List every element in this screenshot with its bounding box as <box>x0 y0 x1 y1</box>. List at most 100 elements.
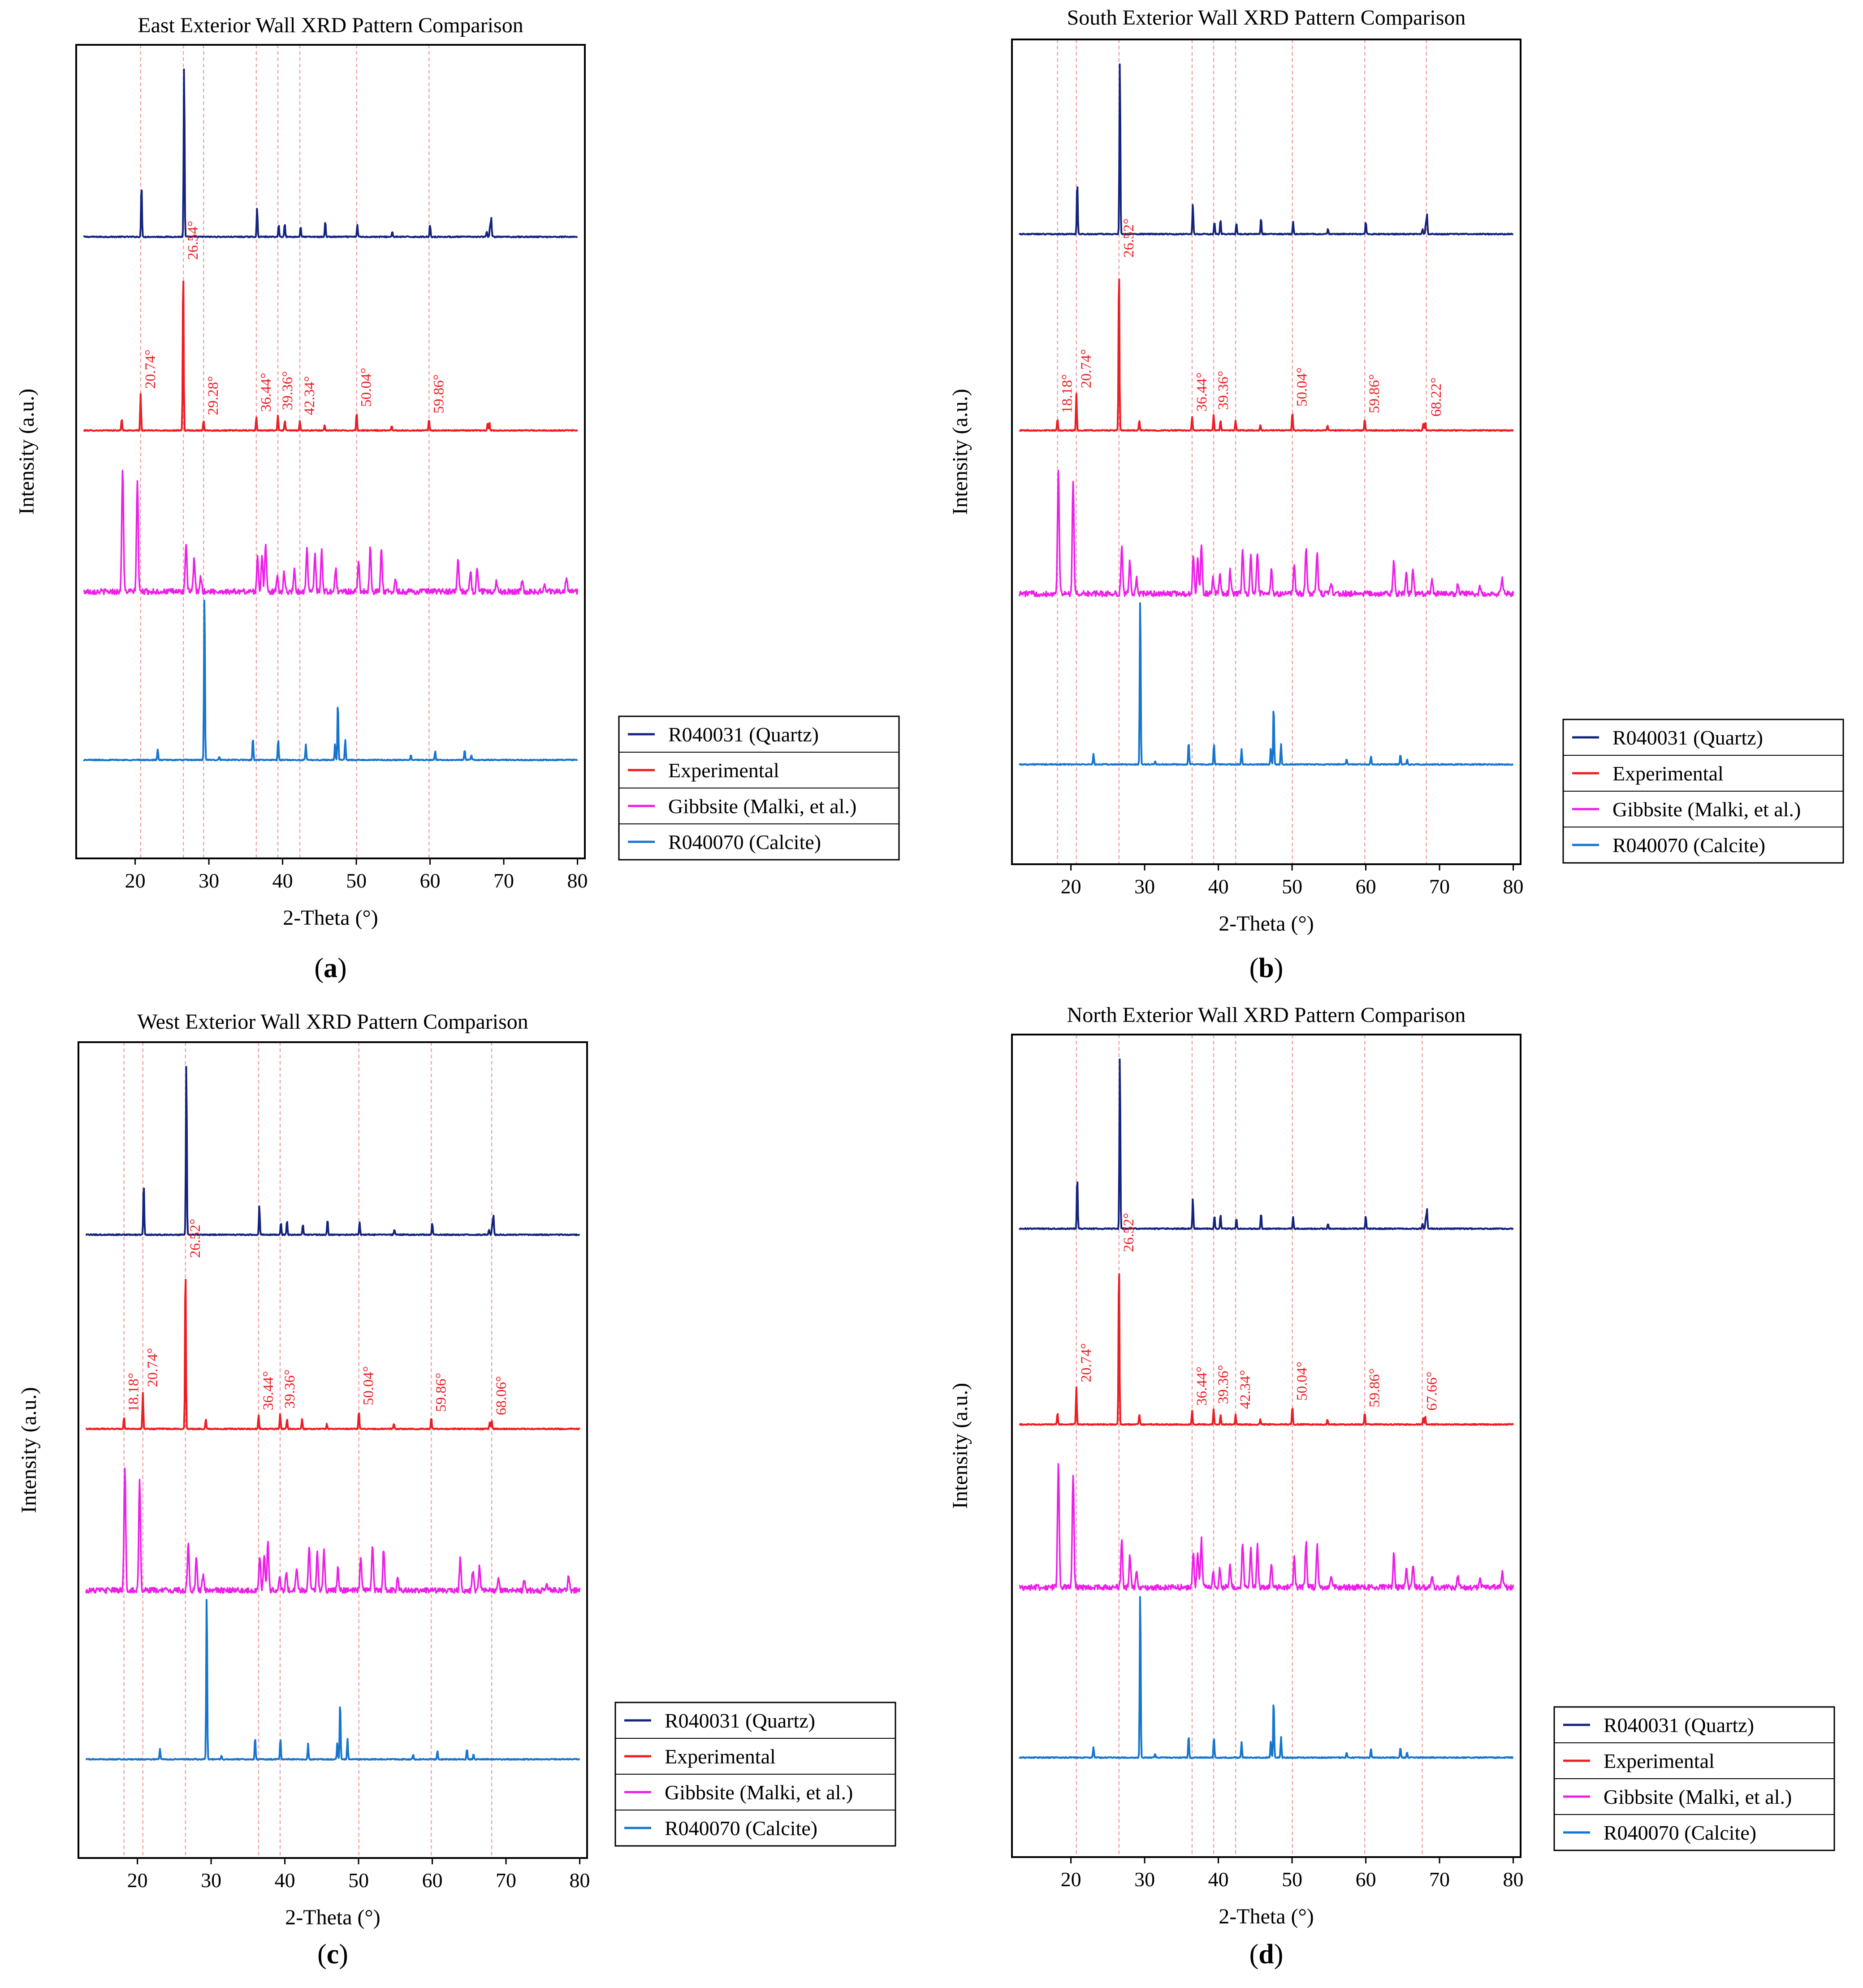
y-axis-label: Intensity (a.u.) <box>17 1387 41 1513</box>
peak-label: 39.36° <box>282 1369 298 1408</box>
x-axis-label: 2-Theta (°) <box>285 1906 380 1929</box>
peak-label: 18.18° <box>126 1373 142 1412</box>
peak-label: 67.66° <box>1424 1372 1440 1411</box>
plot-frame <box>1011 1034 1522 1858</box>
peak-label: 26.52° <box>187 1219 203 1258</box>
legend-label: Experimental <box>668 759 779 782</box>
peak-label: 50.04° <box>359 368 375 407</box>
series-line-gibbsite <box>85 1467 581 1594</box>
peak-label: 59.86° <box>433 1373 449 1412</box>
x-tick-label: 50 <box>348 1869 369 1892</box>
x-tick-label: 50 <box>1282 875 1302 898</box>
x-tick-label: 20 <box>125 869 146 892</box>
chart-title: West Exterior Wall XRD Pattern Compariso… <box>137 1010 528 1034</box>
x-axis-label: 2-Theta (°) <box>1219 912 1314 936</box>
x-tick-label: 20 <box>1061 875 1081 898</box>
y-axis-label: Intensity (a.u.) <box>948 1383 972 1509</box>
legend-label: R040031 (Quartz) <box>1612 726 1763 749</box>
peak-label: 59.86° <box>1366 374 1383 413</box>
chart-panel-3: West Exterior Wall XRD Pattern Compariso… <box>17 1010 896 1970</box>
panel-caption: (a) <box>314 953 346 983</box>
peak-label: 68.06° <box>493 1376 510 1415</box>
chart-title: East Exterior Wall XRD Pattern Compariso… <box>138 13 523 37</box>
x-tick-label: 80 <box>567 869 588 892</box>
series-line-quartz <box>83 68 578 238</box>
x-tick-label: 30 <box>199 869 219 892</box>
chart-title: North Exterior Wall XRD Pattern Comparis… <box>1067 1003 1466 1027</box>
series-line-experimental <box>83 280 578 432</box>
peak-label: 50.04° <box>361 1366 377 1405</box>
x-axis-label: 2-Theta (°) <box>1219 1905 1314 1928</box>
x-tick-label: 30 <box>1134 1868 1155 1891</box>
peak-label: 36.44° <box>1194 1367 1210 1406</box>
series-line-experimental <box>85 1278 581 1430</box>
series-line-experimental <box>1019 1273 1514 1426</box>
x-tick-label: 70 <box>493 869 514 892</box>
x-tick-label: 70 <box>1429 875 1450 898</box>
x-tick-label: 50 <box>1282 1868 1302 1891</box>
x-tick-label: 30 <box>201 1869 221 1892</box>
legend: R040031 (Quartz) Experimental Gibbsite (Ma… <box>1553 1706 1835 1851</box>
peak-label: 29.28° <box>205 376 221 415</box>
series-line-experimental <box>1019 278 1514 432</box>
peak-label: 39.36° <box>1215 371 1232 410</box>
peak-label: 42.34° <box>1237 1370 1254 1409</box>
legend-label: Gibbsite (Malki, et al.) <box>668 795 856 818</box>
peak-label: 20.74° <box>143 350 159 389</box>
series-line-gibbsite <box>1018 470 1514 598</box>
legend-label: Gibbsite (Malki, et al.) <box>1604 1785 1792 1808</box>
x-axis-label: 2-Theta (°) <box>283 906 378 930</box>
peak-label: 26.52° <box>1121 218 1137 257</box>
peak-label: 18.18° <box>1059 374 1076 413</box>
x-tick-label: 40 <box>272 869 293 892</box>
x-tick-label: 70 <box>496 1869 516 1892</box>
x-tick-label: 60 <box>420 869 441 892</box>
x-tick-label: 40 <box>275 1869 295 1892</box>
legend-label: Experimental <box>1604 1750 1715 1772</box>
peak-label: 36.44° <box>260 1371 277 1410</box>
series-line-gibbsite <box>1019 1463 1514 1591</box>
chart-panel-1: East Exterior Wall XRD Pattern Compariso… <box>15 13 900 983</box>
x-tick-label: 80 <box>570 1869 590 1892</box>
legend: R040031 (Quartz) Experimental Gibbsite (Ma… <box>1562 719 1844 864</box>
x-tick-label: 20 <box>127 1869 148 1892</box>
x-tick-label: 30 <box>1134 875 1155 898</box>
peak-label: 20.74° <box>1078 1343 1094 1382</box>
peak-label: 36.44° <box>1194 372 1210 411</box>
peak-label: 68.22° <box>1428 377 1444 416</box>
plot-frame <box>1011 39 1522 865</box>
legend-label: R040070 (Calcite) <box>665 1817 817 1840</box>
legend-label: R040031 (Quartz) <box>668 723 819 746</box>
series-line-calcite <box>1018 1596 1514 1759</box>
legend-label: R040031 (Quartz) <box>665 1709 815 1732</box>
peak-label: 39.36° <box>1215 1365 1232 1404</box>
legend-label: R040070 (Calcite) <box>1612 834 1765 857</box>
series-line-quartz <box>1018 63 1514 236</box>
series-line-calcite <box>85 1599 580 1761</box>
series-line-gibbsite <box>83 469 579 595</box>
x-tick-label: 80 <box>1503 875 1524 898</box>
x-tick-label: 60 <box>422 1869 443 1892</box>
series-line-calcite <box>82 600 578 762</box>
peak-label: 42.34° <box>302 376 318 415</box>
legend-label: Experimental <box>1612 762 1724 785</box>
plot-frame <box>78 1041 588 1859</box>
panel-caption: (b) <box>1249 953 1284 983</box>
peak-label: 39.36° <box>280 371 296 410</box>
plot-frame <box>75 44 586 859</box>
peak-label: 59.86° <box>431 374 447 413</box>
legend-label: R040031 (Quartz) <box>1604 1714 1754 1737</box>
chart-panel-4: North Exterior Wall XRD Pattern Comparis… <box>948 1003 1835 1970</box>
y-axis-label: Intensity (a.u.) <box>948 389 972 515</box>
panel-caption: (c) <box>317 1939 348 1970</box>
legend-label: R040070 (Calcite) <box>668 831 821 853</box>
peak-label: 59.86° <box>1366 1368 1383 1407</box>
legend: R040031 (Quartz) Experimental Gibbsite (Ma… <box>614 1702 896 1847</box>
legend: R040031 (Quartz) Experimental Gibbsite (Ma… <box>618 715 900 861</box>
chart-panel-2: South Exterior Wall XRD Pattern Comparis… <box>948 6 1844 983</box>
x-tick-label: 20 <box>1061 1868 1081 1891</box>
peak-label: 50.04° <box>1294 1361 1310 1400</box>
chart-title: South Exterior Wall XRD Pattern Comparis… <box>1067 6 1466 30</box>
